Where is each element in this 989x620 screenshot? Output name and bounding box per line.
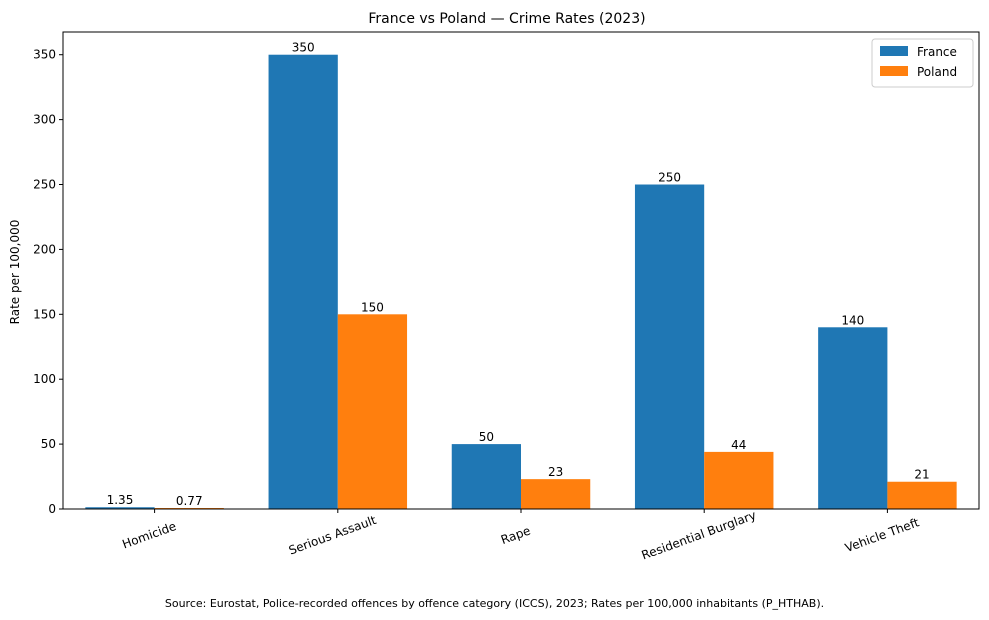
bar-value-label: 140: [841, 313, 864, 327]
bar-value-label: 50: [479, 430, 494, 444]
chart-title: France vs Poland — Crime Rates (2023): [368, 11, 645, 27]
y-tick-label: 100: [33, 372, 56, 386]
y-axis-label: Rate per 100,000: [8, 220, 22, 325]
bar-value-label: 150: [361, 300, 384, 314]
bar-poland-serious-assault: [337, 314, 408, 509]
bar-labels-group: 1.35 0.77 350 150 50 23 250 44 140 21: [107, 41, 930, 508]
bar-value-label: 250: [658, 171, 681, 185]
bar-value-label: 21: [914, 468, 929, 482]
bar-france-vehicle-theft: [818, 327, 888, 509]
y-tick-label: 0: [48, 502, 56, 516]
bar-france-homicide: [85, 507, 155, 509]
y-tick-label: 350: [33, 48, 56, 62]
x-tick-label: Residential Burglary: [640, 508, 758, 562]
legend-swatch: [880, 46, 908, 56]
bar-france-serious-assault: [268, 54, 338, 509]
x-tick-label: Vehicle Theft: [843, 515, 921, 555]
legend-label: Poland: [917, 65, 957, 79]
bar-value-label: 44: [731, 438, 746, 452]
x-tick-label: Rape: [499, 523, 532, 547]
bars-group: [85, 54, 957, 510]
source-footnote: Source: Eurostat, Police-recorded offenc…: [164, 597, 825, 610]
bar-france-rape: [451, 444, 521, 509]
bar-value-label: 23: [548, 465, 563, 479]
legend-label: France: [917, 45, 957, 59]
y-tick-label: 200: [33, 242, 56, 256]
bar-poland-residential-burglary: [704, 451, 774, 509]
bar-value-label: 350: [292, 41, 315, 55]
x-tick-label: Serious Assault: [287, 513, 379, 558]
plot-frame: [62, 31, 980, 510]
y-axis-ticks: 0 50 100 150 200 250 300 350: [33, 48, 63, 516]
bar-poland-vehicle-theft: [887, 481, 957, 509]
y-tick-label: 50: [41, 437, 56, 451]
bar-value-label: 1.35: [107, 493, 134, 507]
bar-chart: France vs Poland — Crime Rates (2023) Ra…: [8, 11, 980, 562]
y-tick-label: 300: [33, 113, 56, 127]
y-tick-label: 250: [33, 178, 56, 192]
legend-swatch: [880, 66, 908, 76]
bar-poland-rape: [521, 479, 591, 509]
x-tick-label: Homicide: [120, 519, 178, 551]
x-axis-ticks: Homicide Serious Assault Rape Residential B…: [120, 508, 921, 562]
legend: France Poland: [871, 38, 974, 88]
bar-value-label: 0.77: [176, 494, 203, 508]
bar-france-residential-burglary: [634, 184, 705, 510]
y-tick-label: 150: [33, 307, 56, 321]
